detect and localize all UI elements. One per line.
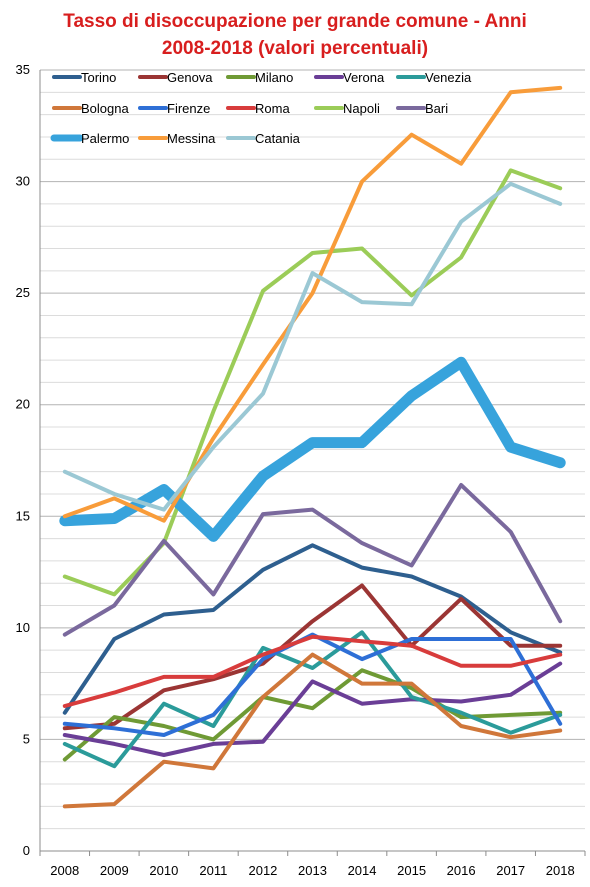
x-tick-label: 2009 xyxy=(100,863,129,878)
chart-title-line-1: Tasso di disoccupazione per grande comun… xyxy=(63,11,527,32)
x-tick-label: 2011 xyxy=(199,863,227,878)
legend-label: Verona xyxy=(343,70,385,85)
legend-item-milano: Milano xyxy=(226,70,293,85)
legend-label: Milano xyxy=(255,70,293,85)
legend-label: Venezia xyxy=(425,70,472,85)
y-tick-label: 0 xyxy=(23,843,30,858)
legend-label: Bologna xyxy=(81,101,129,116)
legend-item-bologna: Bologna xyxy=(52,101,129,116)
legend-label: Palermo xyxy=(81,131,129,146)
axes: 0 5 10 15 20 25 30 35 2008 2009 2010 2011 2012 2013 20… xyxy=(16,62,586,878)
legend-label: Napoli xyxy=(343,101,380,116)
legend-item-roma: Roma xyxy=(226,101,290,116)
chart-title: Tasso di disoccupazione per grande comun… xyxy=(0,8,590,62)
y-tick-label: 30 xyxy=(16,174,30,189)
series-line-palermo xyxy=(59,356,566,542)
x-tick-label: 2013 xyxy=(298,863,327,878)
legend-item-torino: Torino xyxy=(52,70,116,85)
legend-item-catania: Catania xyxy=(226,131,301,146)
legend-item-firenze: Firenze xyxy=(138,101,210,116)
y-tick-label: 20 xyxy=(16,397,30,412)
legend: Torino Genova Milano Verona Venezia Bologna Fi… xyxy=(50,70,472,146)
chart-title-line-2: 2008-2018 (valori percentuali) xyxy=(161,38,429,59)
legend-item-palermo: Palermo xyxy=(50,131,129,146)
x-tick-label: 2016 xyxy=(447,863,476,878)
legend-label: Genova xyxy=(167,70,213,85)
y-tick-label: 10 xyxy=(16,620,30,635)
series-line-bari xyxy=(62,483,563,637)
legend-item-venezia: Venezia xyxy=(396,70,472,85)
legend-item-genova: Genova xyxy=(138,70,213,85)
legend-label: Catania xyxy=(255,131,301,146)
legend-label: Bari xyxy=(425,101,448,116)
series-line-verona xyxy=(62,661,563,757)
gridlines xyxy=(40,69,585,852)
y-tick-label: 25 xyxy=(16,285,30,300)
x-tick-label: 2015 xyxy=(397,863,426,878)
legend-item-verona: Verona xyxy=(314,70,385,85)
x-tick-label: 2018 xyxy=(546,863,575,878)
legend-item-messina: Messina xyxy=(138,131,216,146)
x-tick-label: 2012 xyxy=(248,863,277,878)
x-tick-label: 2010 xyxy=(149,863,178,878)
legend-item-bari: Bari xyxy=(396,101,448,116)
series-line-messina xyxy=(62,85,563,523)
legend-label: Messina xyxy=(167,131,216,146)
legend-label: Firenze xyxy=(167,101,210,116)
series-line-roma xyxy=(62,634,563,708)
series-line-venezia xyxy=(62,630,563,769)
series-line-torino xyxy=(62,543,563,715)
series-lines xyxy=(59,85,566,809)
legend-label: Roma xyxy=(255,101,290,116)
legend-item-napoli: Napoli xyxy=(314,101,380,116)
series-line-genova xyxy=(62,583,563,731)
legend-label: Torino xyxy=(81,70,116,85)
y-tick-label: 35 xyxy=(16,62,30,77)
x-tick-label: 2014 xyxy=(348,863,377,878)
series-line-firenze xyxy=(62,632,563,737)
y-tick-label: 15 xyxy=(16,508,30,523)
y-tick-label: 5 xyxy=(23,731,30,746)
x-tick-label: 2017 xyxy=(496,863,525,878)
series-line-catania xyxy=(62,181,563,512)
x-tick-label: 2008 xyxy=(50,863,79,878)
series-line-bologna xyxy=(62,652,563,809)
